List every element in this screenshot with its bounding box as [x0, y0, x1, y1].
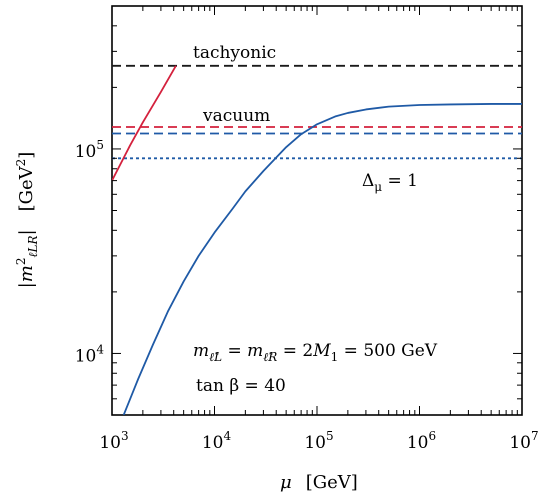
x-tick-label: 103 [99, 429, 128, 453]
x-tick-label: 105 [304, 429, 333, 453]
reference-lines [112, 64, 522, 160]
y-axis-title: |m2ℓLR|[GeV2] [14, 152, 40, 289]
x-tick-label: 107 [509, 429, 538, 453]
tick-labels: 103 104 105 106 107 104 105 [75, 138, 538, 453]
series-line-1 [112, 65, 177, 182]
tachyonic-label: tachyonic [193, 43, 276, 63]
x-tick-label: 106 [407, 429, 436, 453]
vacuum-label: vacuum [202, 106, 270, 126]
x-axis-title: μ [GeV] [280, 472, 358, 493]
y-tick-label: 104 [75, 342, 105, 366]
series-layer [112, 65, 522, 415]
mass-condition-label: mℓ̃L = mℓ̃R = 2M1 = 500 GeV [193, 341, 438, 364]
y-tick-label: 105 [75, 138, 104, 162]
delta-mu-label: Δμ = 1 [362, 171, 418, 194]
tan-beta-label: tan β = 40 [196, 376, 286, 396]
axis-ticks [111, 5, 523, 416]
x-tick-label: 104 [202, 429, 232, 453]
series-line-0 [122, 103, 522, 415]
